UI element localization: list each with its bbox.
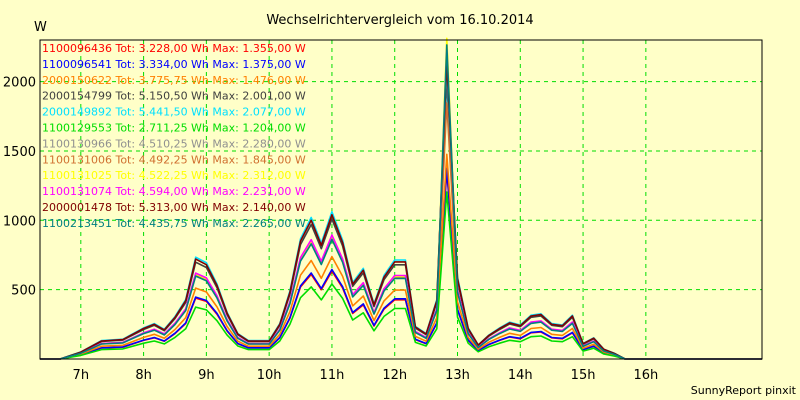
y-axis-ticks: 500 1000 1500 2000 — [3, 76, 36, 299]
x-tick-label-2: 9h — [198, 368, 215, 383]
y-axis-label: W — [34, 20, 47, 35]
legend-entry-11: 1100213451 Tot: 4.435,75 Wh Max: 2.265,0… — [42, 217, 306, 230]
legend-entry-3: 2000154799 Tot: 5.150,50 Wh Max: 2.001,0… — [42, 90, 306, 103]
x-tick-label-7: 14h — [508, 368, 533, 383]
x-axis-ticks: 7h 8h 9h 10h 11h 12h 13h 14h 15h 16h — [73, 368, 659, 383]
legend-entry-8: 1100131025 Tot: 4.522,25 Wh Max: 2.312,0… — [42, 169, 306, 182]
legend-entry-7: 1100131006 Tot: 4.492,25 Wh Max: 1.845,0… — [42, 153, 306, 166]
legend-entry-0: 1100096436 Tot: 3.228,00 Wh Max: 1.355,0… — [42, 42, 306, 55]
x-tick-label-8: 15h — [571, 368, 596, 383]
x-tick-label-0: 7h — [73, 368, 90, 383]
x-tick-label-9: 16h — [633, 368, 658, 383]
legend-entry-4: 2000149892 Tot: 5.441,50 Wh Max: 2.077,0… — [42, 106, 306, 119]
legend: 1100096436 Tot: 3.228,00 Wh Max: 1.355,0… — [42, 42, 306, 230]
x-tick-label-3: 10h — [257, 368, 282, 383]
legend-entry-6: 1100130966 Tot: 4.510,25 Wh Max: 2.280,0… — [42, 137, 306, 150]
plot-background — [40, 40, 762, 359]
legend-entry-9: 1100131074 Tot: 4.594,00 Wh Max: 2.231,0… — [42, 185, 306, 198]
legend-entry-2: 2000150622 Tot: 3.775,75 Wh Max: 1.476,0… — [42, 74, 306, 87]
y-tick-label-0: 500 — [11, 284, 36, 299]
x-tick-label-4: 11h — [320, 368, 345, 383]
y-tick-label-3: 2000 — [3, 76, 36, 91]
credit-text: SunnyReport pinxit — [691, 384, 797, 397]
legend-entry-5: 1100129553 Tot: 2.711,25 Wh Max: 1.204,0… — [42, 122, 306, 135]
y-tick-label-1: 1000 — [3, 214, 36, 229]
x-tick-label-5: 12h — [382, 368, 407, 383]
legend-entry-10: 2000001478 Tot: 5.313,00 Wh Max: 2.140,0… — [42, 201, 306, 214]
chart-title: Wechselrichtervergleich vom 16.10.2014 — [266, 13, 533, 28]
legend-entry-1: 1100096541 Tot: 3.334,00 Wh Max: 1.375,0… — [42, 58, 306, 71]
x-tick-label-6: 13h — [445, 368, 470, 383]
y-tick-label-2: 1500 — [3, 145, 36, 160]
plot-frame — [39, 39, 763, 360]
x-tick-label-1: 8h — [135, 368, 152, 383]
